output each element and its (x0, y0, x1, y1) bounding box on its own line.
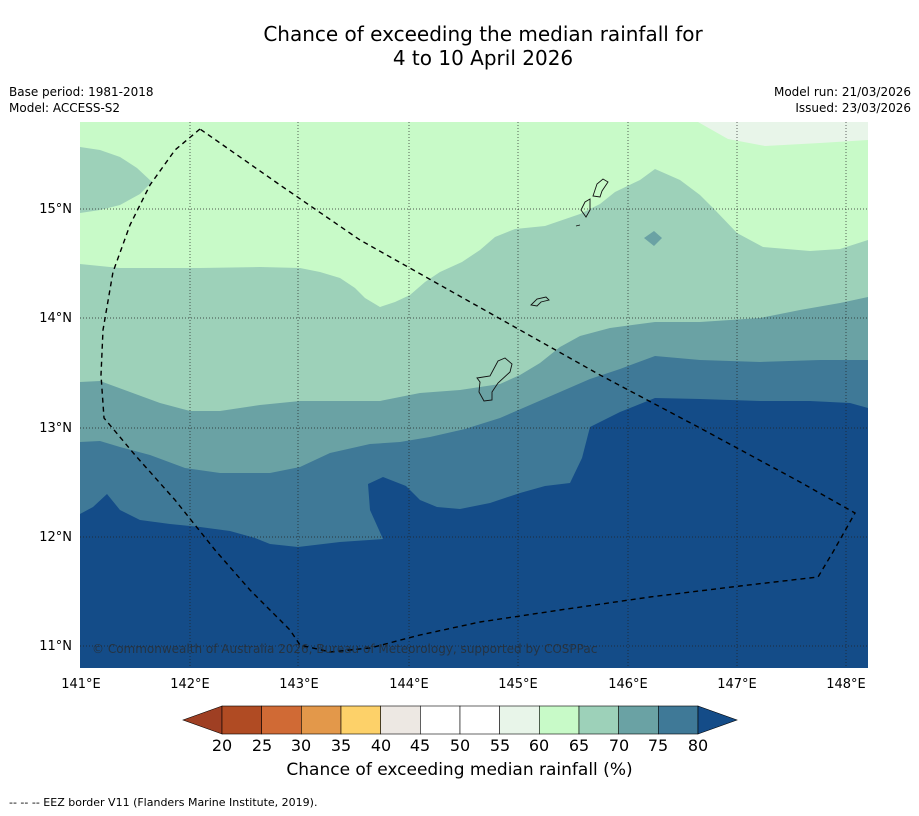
colorbar-cell (578, 705, 619, 735)
colorbar-cell (459, 705, 500, 735)
title-line-1: Chance of exceeding the median rainfall … (263, 22, 703, 46)
model-run: Model run: 21/03/2026 (773, 85, 911, 99)
lon-label: 142°E (170, 677, 210, 692)
eez-legend: -- -- -- EEZ border V11 (Flanders Marine… (9, 796, 318, 809)
cb-tick: 30 (291, 736, 311, 755)
cb-tick: 65 (569, 736, 589, 755)
band-70-75-patch (644, 231, 662, 246)
map-area: © Commonwealth of Australia 2026, Bureau… (80, 122, 868, 668)
longitude-labels: 141°E 142°E 143°E 144°E 145°E 146°E 147°… (61, 677, 866, 692)
cb-tick: 70 (609, 736, 629, 755)
lon-label: 146°E (608, 677, 648, 692)
model-name: Model: ACCESS-S2 (9, 101, 121, 115)
cb-tick: 60 (529, 736, 549, 755)
lon-label: 148°E (826, 677, 866, 692)
copyright-notice: © Commonwealth of Australia 2026, Bureau… (92, 642, 597, 656)
band-65-70-patch (80, 147, 152, 213)
cb-tick: 50 (450, 736, 470, 755)
band-55-60 (698, 122, 868, 146)
lat-label: 11°N (39, 639, 72, 654)
graticule (80, 122, 868, 668)
colorbar-cell (420, 705, 461, 735)
colorbar-under (182, 705, 223, 735)
colorbar-ticks: 20 25 30 35 40 45 50 55 60 65 70 75 80 (212, 736, 708, 755)
colorbar: 20 25 30 35 40 45 50 55 60 65 70 75 80 (182, 705, 738, 755)
lon-label: 147°E (717, 677, 757, 692)
colorbar-cell (658, 705, 699, 735)
meta-left: Base period: 1981-2018 Model: ACCESS-S2 (9, 84, 154, 116)
aguijan-island (575, 224, 581, 227)
latitude-labels: 15°N 14°N 13°N 12°N 11°N (39, 202, 72, 654)
cb-tick: 55 (490, 736, 510, 755)
eez-border (100, 128, 856, 653)
colorbar-title: Chance of exceeding median rainfall (%) (286, 760, 633, 780)
title-line-2: 4 to 10 April 2026 (392, 46, 574, 70)
saipan-island (592, 178, 609, 198)
cb-tick: 80 (688, 736, 708, 755)
lat-label: 13°N (39, 421, 72, 436)
cb-tick: 20 (212, 736, 232, 755)
guam-island (476, 357, 513, 402)
colorbar-cell (340, 705, 381, 735)
map-title: Chance of exceeding the median rainfall … (0, 22, 919, 70)
lon-label: 144°E (389, 677, 429, 692)
colorbar-cell (539, 705, 580, 735)
issued-date: Issued: 23/03/2026 (795, 101, 911, 115)
colorbar-cell (301, 705, 342, 735)
band-80-plus (80, 398, 868, 668)
cb-tick: 40 (371, 736, 391, 755)
rota-island (530, 296, 550, 307)
cb-tick: 25 (252, 736, 272, 755)
colorbar-cell (618, 705, 659, 735)
lat-label: 14°N (39, 311, 72, 326)
colorbar-cell (380, 705, 421, 735)
lat-label: 12°N (39, 530, 72, 545)
colorbar-cell (499, 705, 540, 735)
cb-tick: 75 (648, 736, 668, 755)
meta-right: Model run: 21/03/2026 Issued: 23/03/2026 (774, 84, 911, 116)
forecast-map: © Commonwealth of Australia 2026, Bureau… (39, 122, 868, 755)
lat-label: 15°N (39, 202, 72, 217)
colorbar-cells (221, 705, 699, 735)
lon-label: 145°E (498, 677, 538, 692)
lon-label: 143°E (279, 677, 319, 692)
colorbar-cell (261, 705, 302, 735)
tinian-island (580, 198, 591, 218)
cb-tick: 45 (410, 736, 430, 755)
cb-tick: 35 (331, 736, 351, 755)
lon-label: 141°E (61, 677, 101, 692)
colorbar-cell (221, 705, 262, 735)
islands (476, 178, 609, 402)
colorbar-over (697, 705, 738, 735)
base-period: Base period: 1981-2018 (9, 85, 154, 99)
